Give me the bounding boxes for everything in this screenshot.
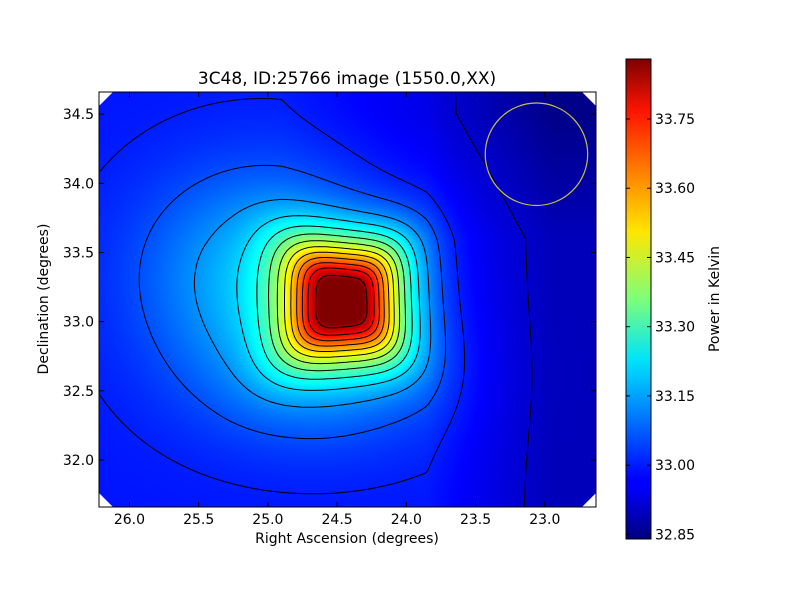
colorbar-frame [625,58,652,540]
y-tick-label: 33.5 [63,245,94,261]
y-tick-label: 34.0 [63,176,94,192]
colorbar-tick-label: 33.15 [655,389,695,405]
contour-line [276,240,401,365]
x-axis: 26.0 25.5 25.0 24.5 24.0 23.5 23.0 [114,92,560,528]
colorbar-tick-label: 33.00 [655,458,695,474]
colorbar-tick-label: 33.45 [655,250,695,266]
y-tick-label: 32.5 [63,384,94,400]
contour-line [268,233,406,372]
colorbar-tick-label: 33.30 [655,320,695,336]
colorbar-tick-label: 32.85 [655,527,695,543]
y-tick-label: 33.0 [63,315,94,331]
contour-line [236,215,421,391]
contour-line [99,98,466,495]
plot-corners [99,92,596,507]
heatmap-image [99,92,596,507]
plot-corner [99,493,113,507]
plot-area [98,91,597,508]
colorbar-label: Power in Kelvin [707,246,723,352]
x-tick-label: 25.0 [252,512,283,528]
y-tick-label: 34.5 [63,107,94,123]
contour-line [193,198,432,408]
x-tick-label: 26.0 [114,512,145,528]
y-tick-label: 32.0 [63,453,94,469]
plot-corner [99,92,113,106]
y-axis-label: Declination (degrees) [36,224,52,375]
contour-line [138,164,447,440]
contour-line [307,267,375,336]
colorbar: 32.85 33.00 33.15 33.30 33.45 33.60 33.75 Powe… [625,58,723,543]
plot-corner [582,493,596,507]
colorbar-ticks: 32.85 33.00 33.15 33.30 33.45 33.60 33.75 [626,112,695,543]
colorbar-tick-label: 33.60 [655,181,695,197]
x-tick-label: 23.0 [529,512,560,528]
contour-line [296,257,385,347]
x-tick-label: 24.0 [391,512,422,528]
beam-circle [484,102,589,207]
contour-line [455,93,533,506]
x-tick-label: 24.5 [322,512,353,528]
x-tick-label: 25.5 [183,512,214,528]
chart-title: 3C48, ID:25766 image (1550.0,XX) [198,69,496,89]
contour-line [301,262,380,342]
x-tick-label: 23.5 [460,512,491,528]
colorbar-tick-label: 33.75 [655,112,695,128]
plot-frame [98,91,597,508]
y-axis: 32.0 32.5 33.0 33.5 34.0 34.5 [63,107,596,469]
contour-line [290,251,390,352]
contour-line [256,225,413,380]
contour-line [284,246,395,358]
colorbar-gradient [626,59,651,539]
plot-corner [582,92,596,106]
contour-lines [99,93,533,506]
contour-line [315,274,368,329]
x-axis-label: Right Ascension (degrees) [255,531,439,547]
